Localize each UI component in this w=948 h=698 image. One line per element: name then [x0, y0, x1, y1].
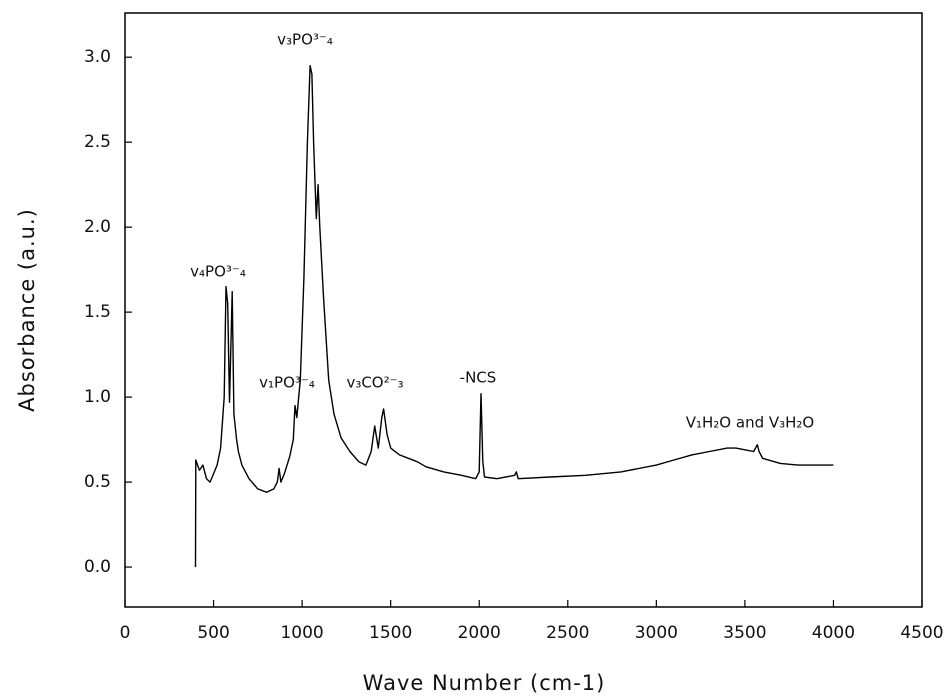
x-tick-label: 4000: [812, 623, 855, 643]
x-tick-label: 2000: [458, 623, 501, 643]
x-tick-label: 2500: [546, 623, 589, 643]
x-tick-label: 3000: [635, 623, 678, 643]
x-tick-label: 4500: [900, 623, 943, 643]
y-tick-label: 3.0: [84, 47, 111, 67]
peak-annotation: v₄PO³⁻₄: [190, 263, 246, 281]
plot-frame: [124, 12, 923, 608]
y-tick-label: 1.5: [84, 302, 111, 322]
y-tick-label: 1.0: [84, 387, 111, 407]
spectrum-line: [194, 65, 834, 568]
x-tick-label: 3500: [723, 623, 766, 643]
x-axis-label: Wave Number (cm-1): [363, 671, 606, 695]
peak-annotation: v₁PO³⁻₄: [259, 374, 315, 392]
peak-annotation: V₁H₂O and V₃H₂O: [686, 414, 815, 432]
x-tick-label: 1000: [280, 623, 323, 643]
y-axis-label: Absorbance (a.u.): [15, 208, 39, 412]
peak-annotation: -NCS: [460, 369, 497, 387]
y-tick-label: 0.0: [84, 557, 111, 577]
y-tick-label: 2.0: [84, 217, 111, 237]
y-tick-label: 0.5: [84, 472, 111, 492]
x-tick-label: 1500: [369, 623, 412, 643]
peak-annotation: v₃CO²⁻₃: [346, 374, 403, 392]
x-tick-label: 0: [120, 623, 131, 643]
y-tick-label: 2.5: [84, 132, 111, 152]
peak-annotation: v₃PO³⁻₄: [277, 31, 333, 49]
x-tick-label: 500: [197, 623, 229, 643]
